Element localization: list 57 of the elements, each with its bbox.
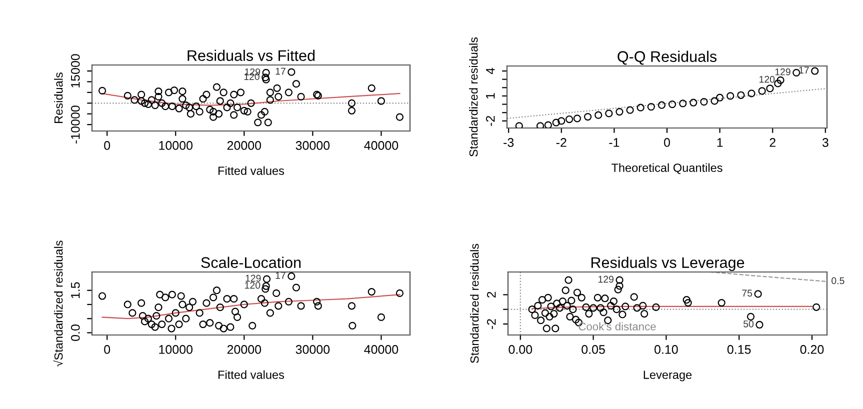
y-tick-label: 15000: [70, 54, 80, 88]
x-axis-title: Leverage: [644, 370, 692, 382]
chart-title: Residuals vs Leverage: [591, 256, 744, 272]
x-tick-label: -2: [556, 138, 566, 147]
annotation: 129: [245, 68, 260, 76]
x-tick-label: 0.10: [654, 345, 678, 354]
annotation: 75: [742, 290, 752, 297]
x-tick-label: 0.20: [800, 345, 824, 354]
y-tick-label: -10000: [70, 106, 80, 144]
x-tick-label: 40000: [364, 345, 398, 354]
annotation: 50: [744, 320, 754, 328]
annotation: 0.5: [832, 277, 844, 284]
annotation: 17: [276, 272, 286, 279]
x-tick-label: 10000: [159, 141, 193, 150]
x-tick-label: 1: [717, 138, 723, 147]
y-tick-label: -2: [486, 116, 495, 126]
x-tick-label: 2: [770, 138, 776, 147]
x-tick-label: 20000: [227, 345, 262, 354]
y-tick-label: 4: [486, 68, 495, 74]
x-tick-label: 30000: [296, 141, 330, 150]
annotation: 129: [246, 274, 261, 282]
x-tick-label: 10000: [159, 345, 193, 354]
x-tick-label: 20000: [227, 141, 262, 150]
x-axis-title: Fitted values: [218, 166, 284, 175]
annotation: 129: [598, 276, 614, 283]
x-axis-title: Theoretical Quantiles: [611, 163, 722, 174]
x-tick-label: 40000: [364, 141, 398, 150]
x-axis-title: Fitted values: [218, 370, 284, 379]
annotation: 17: [799, 66, 809, 74]
y-axis-title: Residuals: [54, 72, 63, 123]
x-tick-label: 0.05: [582, 345, 605, 354]
y-axis-title: √Standardized residuals: [53, 240, 63, 366]
y-tick-label: 2: [486, 292, 496, 298]
x-tick-label: -1: [609, 138, 620, 147]
chart-title: Q-Q Residuals: [618, 50, 717, 65]
chart-title: Residuals vs Fitted: [188, 50, 315, 61]
x-tick-label: 0.15: [727, 345, 751, 354]
y-tick-label: -2: [486, 319, 496, 330]
annotation: 120: [760, 76, 775, 83]
x-tick-label: -3: [504, 138, 514, 147]
annotation: 17: [276, 68, 286, 75]
annotation: 120: [244, 73, 260, 80]
x-tick-label: 30000: [296, 345, 330, 354]
x-tick-label: 0: [104, 345, 110, 354]
x-tick-label: 0: [664, 138, 670, 147]
x-tick-label: 0.00: [508, 345, 532, 354]
annotation: 120: [245, 282, 260, 289]
y-axis-title: Standardized residuals: [469, 37, 478, 157]
x-tick-label: 0: [104, 141, 110, 150]
chart-title: Scale-Location: [201, 256, 301, 268]
x-tick-label: 3: [822, 138, 828, 147]
y-tick-label: 1.5: [71, 282, 80, 298]
y-tick-label: 1: [486, 93, 495, 98]
annotation: 129: [775, 68, 790, 76]
y-axis-title: Standardized residuals: [470, 244, 479, 364]
annotation: Cook's distance: [578, 322, 656, 330]
y-tick-label: 0.0: [70, 324, 80, 341]
